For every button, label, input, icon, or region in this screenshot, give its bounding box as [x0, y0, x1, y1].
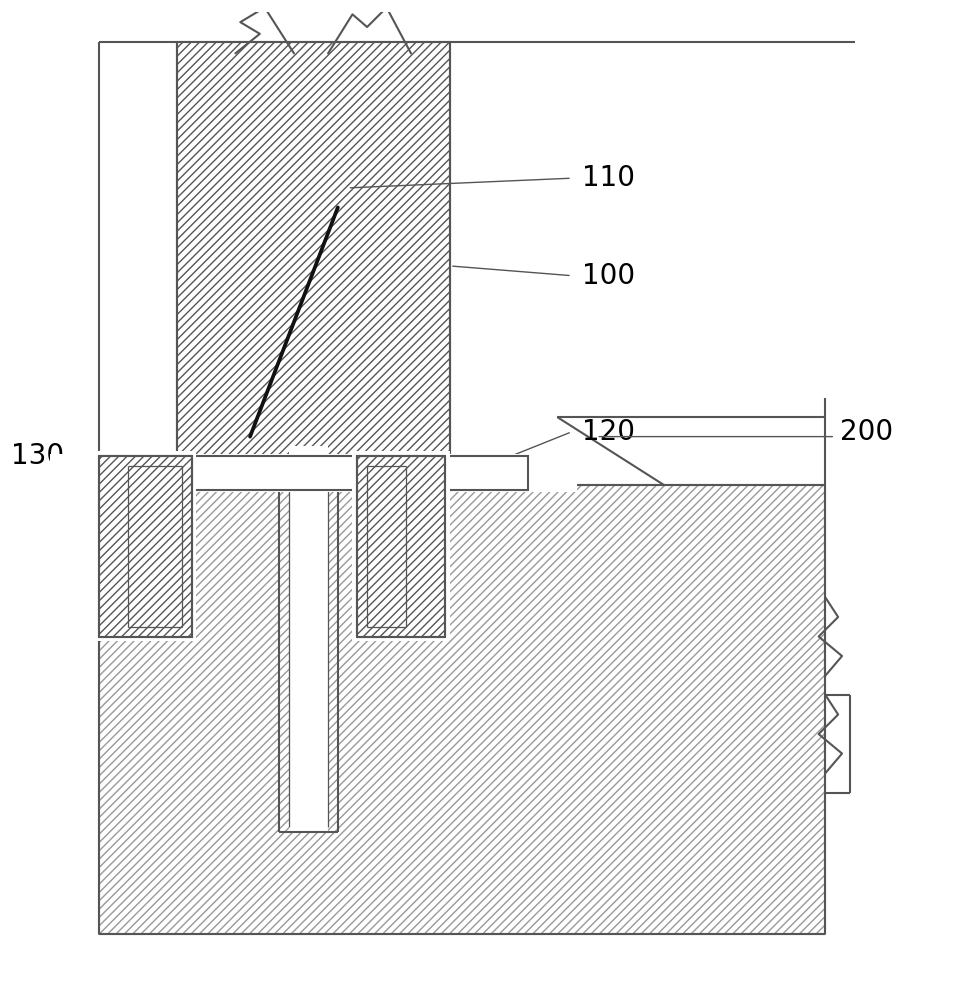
Text: 130: 130: [11, 442, 64, 470]
Bar: [50, 454, 576, 492]
Bar: [94, 451, 196, 641]
Text: 100: 100: [581, 262, 634, 290]
Bar: [99, 485, 825, 934]
Text: 120: 120: [581, 418, 634, 446]
Bar: [99, 456, 191, 637]
Bar: [352, 451, 449, 641]
Bar: [177, 42, 449, 466]
Bar: [289, 446, 327, 832]
Bar: [357, 456, 445, 637]
Bar: [99, 456, 528, 490]
Text: 110: 110: [581, 164, 634, 192]
Text: 200: 200: [839, 418, 892, 446]
